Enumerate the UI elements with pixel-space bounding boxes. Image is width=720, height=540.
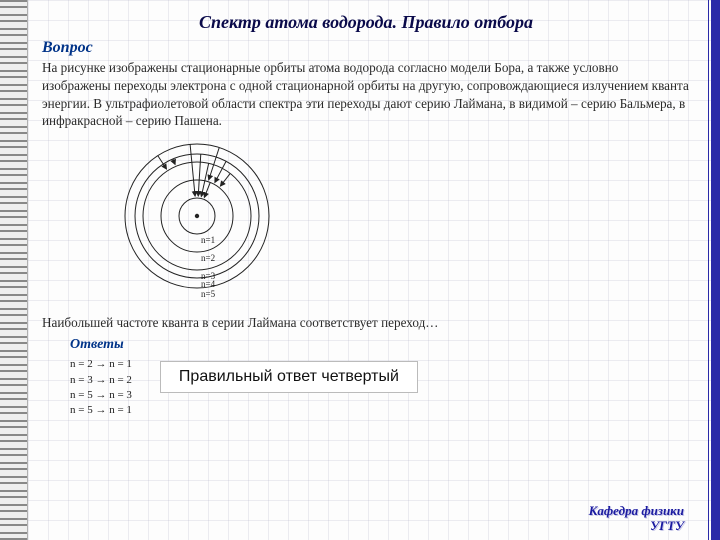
- svg-text:n=5: n=5: [201, 289, 216, 299]
- question-prompt: Наибольшей частоте кванта в серии Лайман…: [42, 315, 690, 331]
- question-label: Вопрос: [42, 39, 690, 57]
- answers-label: Ответы: [70, 337, 690, 353]
- page: Спектр атома водорода. Правило отбора Во…: [0, 0, 720, 540]
- spiral-binding: [0, 0, 28, 540]
- answer-option: n = 5 → n = 1: [70, 403, 132, 418]
- right-border-stripe: [712, 0, 720, 540]
- answer-option: n = 5 → n = 3: [70, 388, 132, 403]
- footer: Кафедра физики УГТУ: [589, 503, 684, 534]
- answers-list: n = 2 → n = 1n = 3 → n = 2n = 5 → n = 3n…: [70, 357, 132, 419]
- svg-text:n=4: n=4: [201, 279, 216, 289]
- correct-answer-box: Правильный ответ четвертый: [160, 361, 418, 393]
- svg-text:n=2: n=2: [201, 253, 215, 263]
- svg-text:n=1: n=1: [201, 235, 215, 245]
- footer-dept: Кафедра физики: [589, 503, 684, 519]
- bohr-orbit-diagram: n=1n=2n=3n=4n=5: [102, 136, 312, 311]
- answers-block: n = 2 → n = 1n = 3 → n = 2n = 5 → n = 3n…: [70, 357, 690, 419]
- answer-option: n = 2 → n = 1: [70, 357, 132, 372]
- page-title: Спектр атома водорода. Правило отбора: [42, 12, 690, 33]
- answer-option: n = 3 → n = 2: [70, 373, 132, 388]
- footer-univ: УГТУ: [589, 518, 684, 534]
- content-area: Спектр атома водорода. Правило отбора Во…: [28, 0, 712, 540]
- diagram-container: n=1n=2n=3n=4n=5: [42, 136, 690, 311]
- question-body: На рисунке изображены стационарные орбит…: [42, 59, 690, 130]
